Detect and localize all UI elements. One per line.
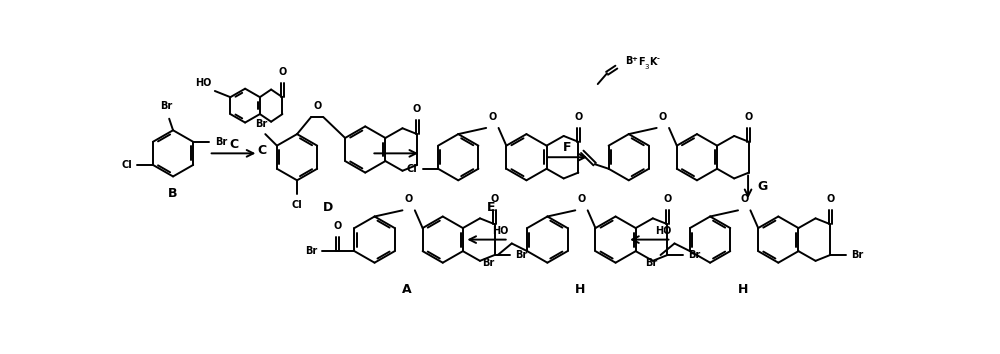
Text: E: E [487, 201, 495, 214]
Text: O: O [826, 194, 834, 204]
Text: HO: HO [492, 226, 509, 236]
Text: G: G [757, 180, 768, 193]
Text: O: O [488, 112, 496, 122]
Text: HO: HO [655, 226, 671, 236]
Text: O: O [740, 194, 748, 204]
Text: F: F [638, 57, 645, 67]
Text: O: O [405, 194, 413, 204]
Text: O: O [413, 104, 421, 114]
Text: Cl: Cl [406, 164, 417, 174]
Text: K: K [649, 57, 656, 67]
Text: Br: Br [516, 250, 528, 260]
Text: Br: Br [688, 250, 701, 260]
Text: -: - [657, 57, 660, 63]
Text: O: O [278, 67, 287, 77]
Text: Br: Br [160, 101, 172, 111]
Text: Br: Br [305, 246, 317, 256]
Text: A: A [402, 283, 412, 296]
Text: F: F [563, 141, 572, 154]
Text: O: O [490, 194, 499, 204]
Text: 3: 3 [644, 64, 649, 70]
Text: Br: Br [482, 258, 495, 268]
Text: B: B [168, 187, 178, 200]
Text: O: O [574, 112, 582, 122]
Text: Br: Br [851, 250, 863, 260]
Text: O: O [659, 112, 667, 122]
Text: O: O [663, 194, 672, 204]
Text: O: O [577, 194, 586, 204]
Text: Br: Br [645, 258, 657, 268]
Text: C: C [258, 144, 267, 157]
Text: Cl: Cl [292, 200, 302, 210]
Text: O: O [745, 112, 753, 122]
Text: Br: Br [255, 119, 268, 129]
Text: H: H [737, 283, 748, 296]
Text: O: O [313, 101, 321, 111]
Text: Br: Br [215, 137, 227, 147]
Text: C: C [229, 138, 238, 150]
Text: B: B [625, 56, 632, 65]
Text: H: H [575, 283, 585, 296]
Text: +: + [631, 56, 637, 62]
Text: D: D [323, 201, 333, 214]
Text: Cl: Cl [121, 160, 132, 170]
Text: HO: HO [195, 78, 212, 88]
Text: O: O [333, 221, 341, 231]
